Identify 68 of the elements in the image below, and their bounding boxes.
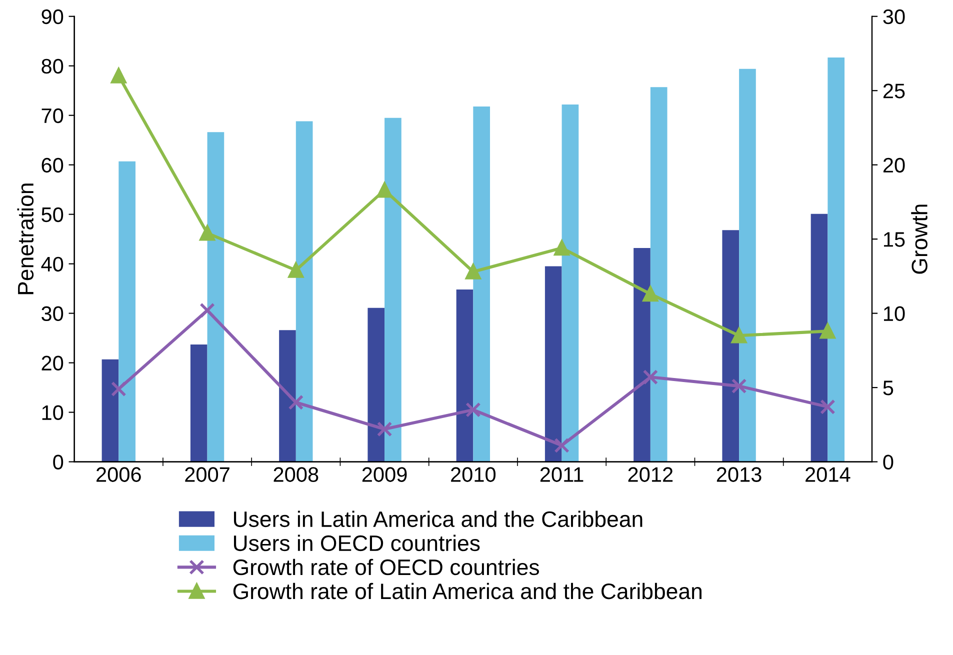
y2-tick-label: 25	[883, 84, 905, 98]
bar	[739, 68, 756, 462]
point	[554, 438, 570, 454]
bar	[190, 344, 208, 462]
point	[642, 370, 658, 385]
legend-label: Users in OECD countries	[234, 534, 480, 552]
bar	[102, 359, 119, 462]
legend-label: Growth rate of OECD countries	[233, 558, 539, 576]
legend-label: Growth rate of Latin America and the Caribbean	[233, 582, 702, 600]
x-tick-label: 2013	[716, 467, 762, 482]
y-tick-label: 80	[42, 58, 64, 74]
point	[466, 402, 481, 418]
y2-axis-title: Growth	[911, 204, 928, 274]
x-tick-label: 2012	[628, 467, 673, 482]
bar	[118, 161, 136, 462]
bar	[634, 248, 650, 462]
y2-tick-label: 30	[883, 9, 905, 24]
bar	[562, 104, 579, 462]
bar	[650, 87, 668, 462]
point	[288, 394, 304, 410]
bar	[368, 308, 385, 462]
bar	[296, 121, 313, 462]
bar	[810, 214, 828, 462]
y2-tick-label: 0	[883, 454, 894, 470]
y-tick-label: 60	[42, 158, 64, 173]
bar	[473, 106, 490, 462]
x-tick-label: 2009	[362, 467, 407, 482]
point	[200, 302, 215, 318]
bar	[279, 330, 296, 462]
bar	[384, 118, 402, 462]
point	[820, 323, 836, 339]
point	[731, 378, 747, 394]
bar	[722, 230, 740, 462]
x-tick-label: 2006	[96, 467, 141, 482]
point	[731, 328, 747, 344]
x-tick-label: 2007	[185, 467, 230, 482]
y-tick-label: 50	[42, 207, 64, 222]
y2-tick-label: 10	[884, 306, 905, 322]
y2-tick-label: 20	[883, 158, 905, 173]
point	[466, 264, 481, 280]
point	[288, 262, 304, 278]
point	[554, 240, 570, 256]
y2-tick-label: 5	[883, 380, 894, 396]
y-tick-label: 90	[42, 9, 64, 24]
point	[200, 225, 215, 241]
y-axis-title: Penetration	[17, 184, 34, 294]
y2-tick-label: 15	[884, 232, 905, 247]
legend-label: Users in Latin America and the Caribbean	[234, 510, 642, 528]
y-tick-label: 10	[42, 405, 64, 420]
point	[376, 182, 392, 198]
y-tick-label: 20	[42, 356, 64, 371]
point	[820, 399, 836, 414]
point	[642, 286, 658, 302]
x-tick-label: 2011	[540, 467, 584, 482]
x-tick-label: 2010	[451, 467, 496, 482]
bar	[544, 266, 562, 462]
y-tick-label: 0	[53, 454, 64, 470]
bar	[456, 290, 474, 462]
point	[111, 68, 126, 84]
bar	[207, 132, 224, 462]
y-tick-label: 40	[41, 256, 64, 272]
x-tick-label: 2008	[274, 467, 318, 482]
bar	[828, 57, 845, 462]
y-tick-label: 70	[42, 108, 64, 124]
x-tick-label: 2014	[806, 467, 850, 482]
point	[376, 421, 392, 437]
y-tick-label: 30	[42, 306, 64, 322]
point	[111, 381, 126, 397]
